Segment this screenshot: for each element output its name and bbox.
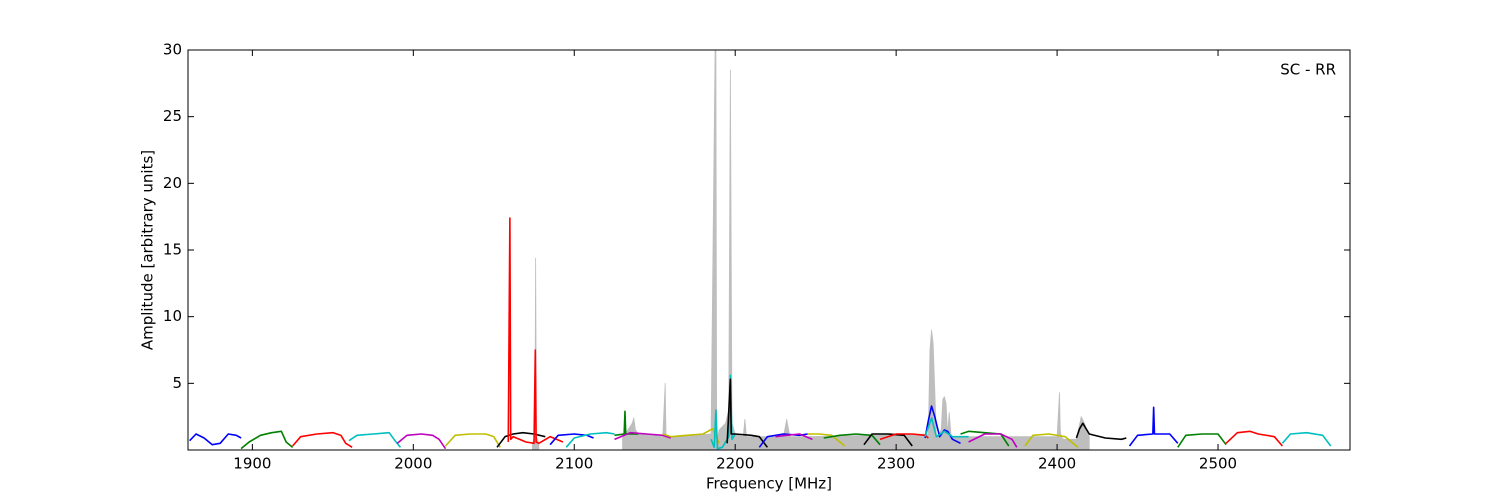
x-tick-label: 1900 bbox=[233, 455, 271, 473]
x-tick-label: 2500 bbox=[1199, 455, 1237, 473]
line bbox=[348, 431, 402, 448]
line bbox=[1177, 433, 1227, 448]
y-tick-label: 25 bbox=[163, 107, 182, 125]
y-tick-label: 30 bbox=[163, 41, 182, 59]
line bbox=[807, 433, 846, 447]
line bbox=[1281, 431, 1332, 447]
x-tick-label: 2100 bbox=[555, 455, 593, 473]
y-tick-label: 10 bbox=[163, 307, 182, 325]
line bbox=[823, 433, 881, 446]
line bbox=[189, 433, 242, 446]
y-axis-label: Amplitude [arbitrary units] bbox=[139, 150, 157, 350]
annotation: SC - RR bbox=[1280, 61, 1336, 79]
line bbox=[396, 433, 447, 450]
line bbox=[863, 433, 913, 447]
line bbox=[1024, 433, 1079, 448]
line bbox=[968, 433, 1018, 448]
line bbox=[614, 410, 639, 437]
line bbox=[240, 430, 294, 450]
x-tick-label: 2000 bbox=[394, 455, 432, 473]
x-tick-label: 2400 bbox=[1038, 455, 1076, 473]
line bbox=[662, 427, 720, 444]
x-axis-label: Frequency [MHz] bbox=[706, 475, 832, 493]
line bbox=[775, 433, 813, 441]
axes: 1900 2000 2100 2200 2300 2400 2500 5 10 15 20 25 30 bbox=[163, 41, 1350, 473]
line bbox=[565, 431, 615, 448]
plot-frame bbox=[187, 49, 1351, 451]
line bbox=[549, 433, 594, 446]
area bbox=[622, 50, 1090, 450]
line bbox=[614, 431, 672, 441]
line bbox=[1225, 430, 1284, 447]
line bbox=[924, 405, 961, 445]
x-tick-label: 2200 bbox=[716, 455, 754, 473]
y-tick-label: 15 bbox=[163, 241, 182, 259]
y-tick-label: 20 bbox=[163, 174, 182, 192]
plot-area bbox=[189, 50, 1332, 450]
x-tick-label: 2300 bbox=[877, 455, 915, 473]
line bbox=[924, 417, 969, 438]
line bbox=[507, 217, 564, 445]
line bbox=[726, 378, 769, 448]
line bbox=[1075, 422, 1127, 441]
y-tick-label: 5 bbox=[172, 374, 182, 392]
line bbox=[292, 431, 353, 449]
line bbox=[1128, 406, 1179, 447]
line bbox=[960, 430, 1010, 447]
line bbox=[444, 433, 501, 448]
